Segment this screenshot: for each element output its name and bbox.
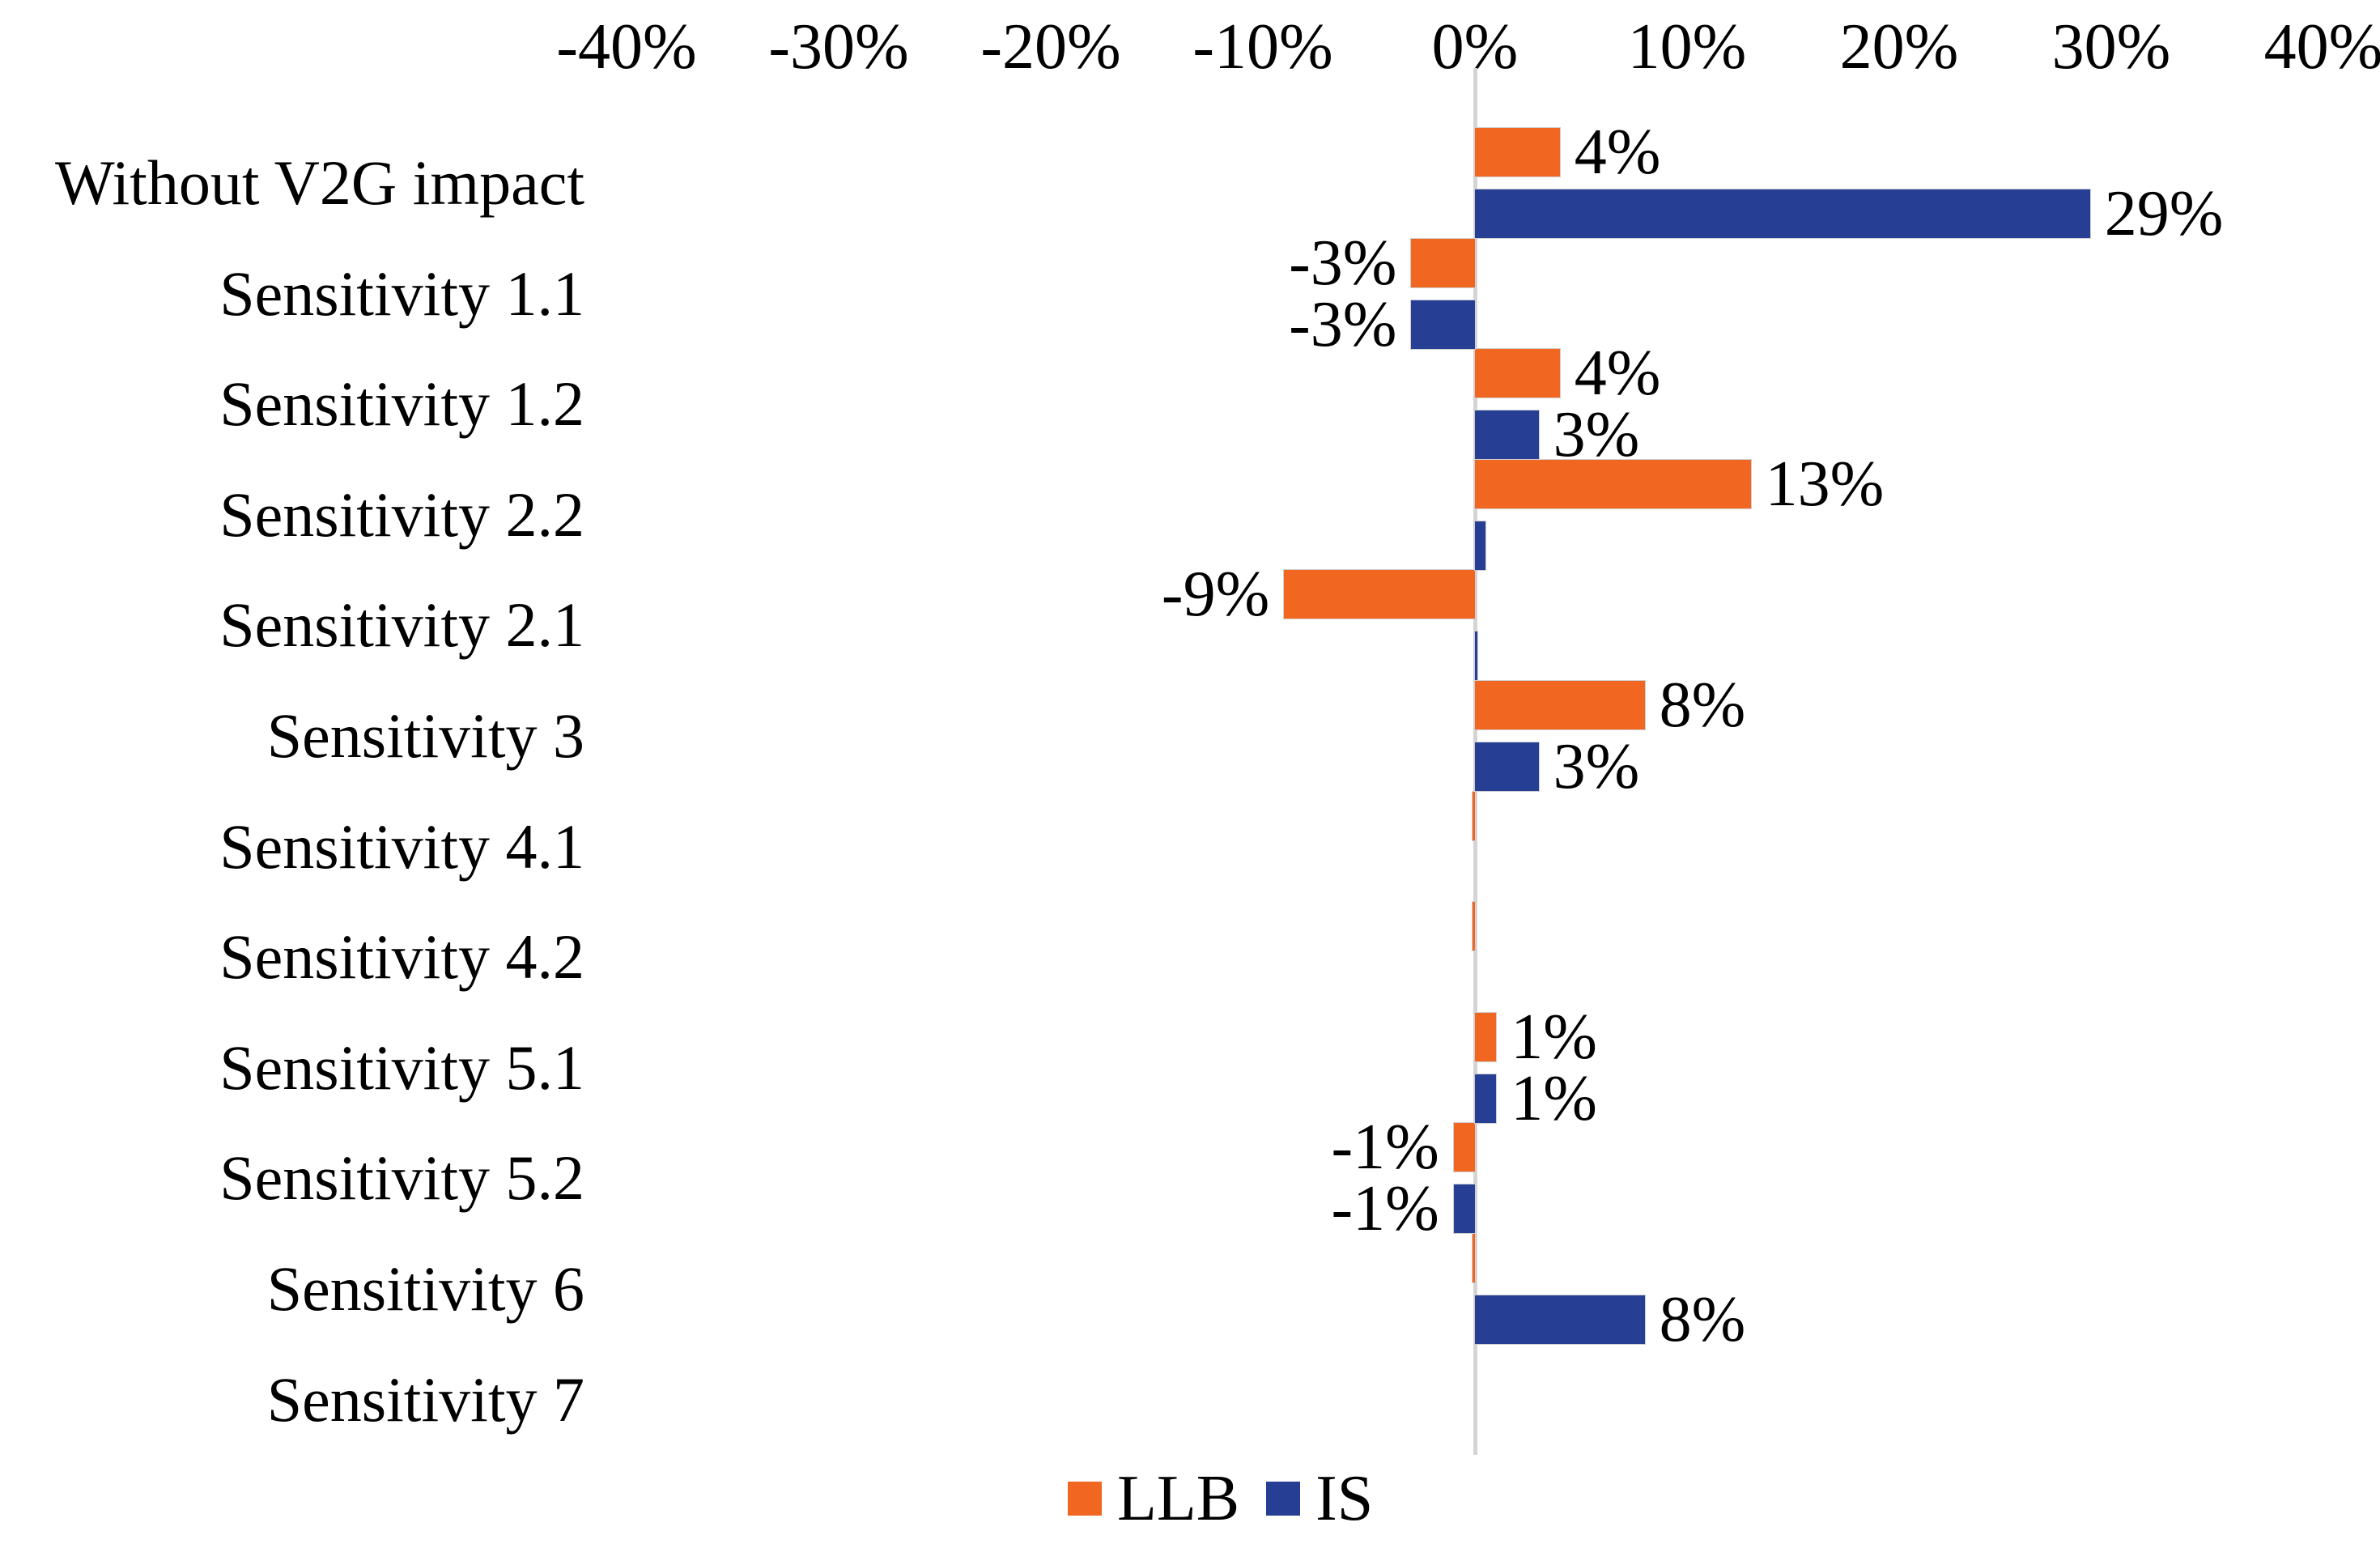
legend-label-llb: LLB bbox=[1117, 1463, 1240, 1534]
bar-value-label: 4% bbox=[1574, 117, 1661, 188]
bar-is-2 bbox=[1474, 410, 1540, 461]
category-label: Sensitivity 2.2 bbox=[219, 478, 584, 550]
bar-llb-4 bbox=[1283, 569, 1476, 620]
bar-llb-0 bbox=[1474, 127, 1561, 177]
legend-swatch-is bbox=[1266, 1482, 1301, 1516]
category-label: Sensitivity 5.2 bbox=[219, 1142, 584, 1214]
bar-value-label: 8% bbox=[1659, 670, 1746, 741]
x-axis-tick: 20% bbox=[1839, 11, 1959, 83]
bar-value-label: 13% bbox=[1765, 448, 1885, 520]
legend-label-is: IS bbox=[1315, 1463, 1374, 1534]
legend-swatch-llb bbox=[1068, 1482, 1102, 1516]
bar-llb-8 bbox=[1473, 1011, 1498, 1062]
bar-llb-6 bbox=[1472, 790, 1476, 841]
bar-is-10 bbox=[1474, 1295, 1646, 1345]
x-axis-tick: -40% bbox=[556, 11, 697, 83]
category-label: Without V2G impact bbox=[54, 147, 584, 218]
bar-value-label: -1% bbox=[1331, 1112, 1439, 1184]
category-label: Sensitivity 1.1 bbox=[219, 257, 584, 329]
bar-is-1 bbox=[1410, 299, 1476, 350]
x-axis-tick: -20% bbox=[980, 11, 1121, 83]
bar-llb-2 bbox=[1474, 348, 1561, 399]
bar-value-label: 3% bbox=[1553, 399, 1640, 471]
category-label: Sensitivity 3 bbox=[266, 700, 584, 771]
category-label: Sensitivity 1.2 bbox=[219, 368, 584, 440]
x-axis-tick: 30% bbox=[2051, 11, 2171, 83]
x-axis-tick: -30% bbox=[768, 11, 909, 83]
bar-is-3 bbox=[1473, 520, 1487, 571]
bar-is-8 bbox=[1473, 1073, 1498, 1124]
legend: LLB IS bbox=[1068, 1462, 1373, 1535]
bar-value-label: 8% bbox=[1659, 1284, 1746, 1355]
bar-value-label: 29% bbox=[2104, 178, 2224, 249]
x-axis-tick: -10% bbox=[1192, 11, 1333, 83]
bar-llb-3 bbox=[1474, 458, 1752, 509]
bar-llb-9 bbox=[1452, 1122, 1476, 1173]
bar-is-9 bbox=[1452, 1184, 1476, 1235]
category-label: Sensitivity 7 bbox=[266, 1363, 584, 1435]
x-axis-tick: 10% bbox=[1627, 11, 1747, 83]
bar-llb-7 bbox=[1472, 901, 1476, 952]
bar-value-label: 4% bbox=[1574, 338, 1661, 410]
bar-value-label: 1% bbox=[1511, 1062, 1597, 1134]
category-label: Sensitivity 2.1 bbox=[219, 589, 584, 661]
bar-is-0 bbox=[1474, 189, 2091, 239]
category-label: Sensitivity 4.2 bbox=[219, 921, 584, 993]
bar-value-label: 3% bbox=[1553, 731, 1640, 802]
bar-value-label: 1% bbox=[1511, 1001, 1597, 1073]
bar-is-4 bbox=[1474, 631, 1478, 682]
category-label: Sensitivity 5.1 bbox=[219, 1031, 584, 1103]
bar-llb-10 bbox=[1472, 1233, 1476, 1283]
bar-value-label: -9% bbox=[1161, 559, 1270, 631]
category-label: Sensitivity 6 bbox=[266, 1253, 584, 1324]
bar-value-label: -1% bbox=[1331, 1173, 1439, 1245]
bar-llb-1 bbox=[1410, 237, 1476, 288]
category-label: Sensitivity 4.1 bbox=[219, 810, 584, 882]
bar-value-label: -3% bbox=[1289, 227, 1397, 299]
x-axis-tick: 40% bbox=[2263, 11, 2380, 83]
bar-is-5 bbox=[1474, 742, 1540, 792]
bar-llb-5 bbox=[1474, 680, 1646, 730]
bar-value-label: -3% bbox=[1289, 288, 1397, 360]
